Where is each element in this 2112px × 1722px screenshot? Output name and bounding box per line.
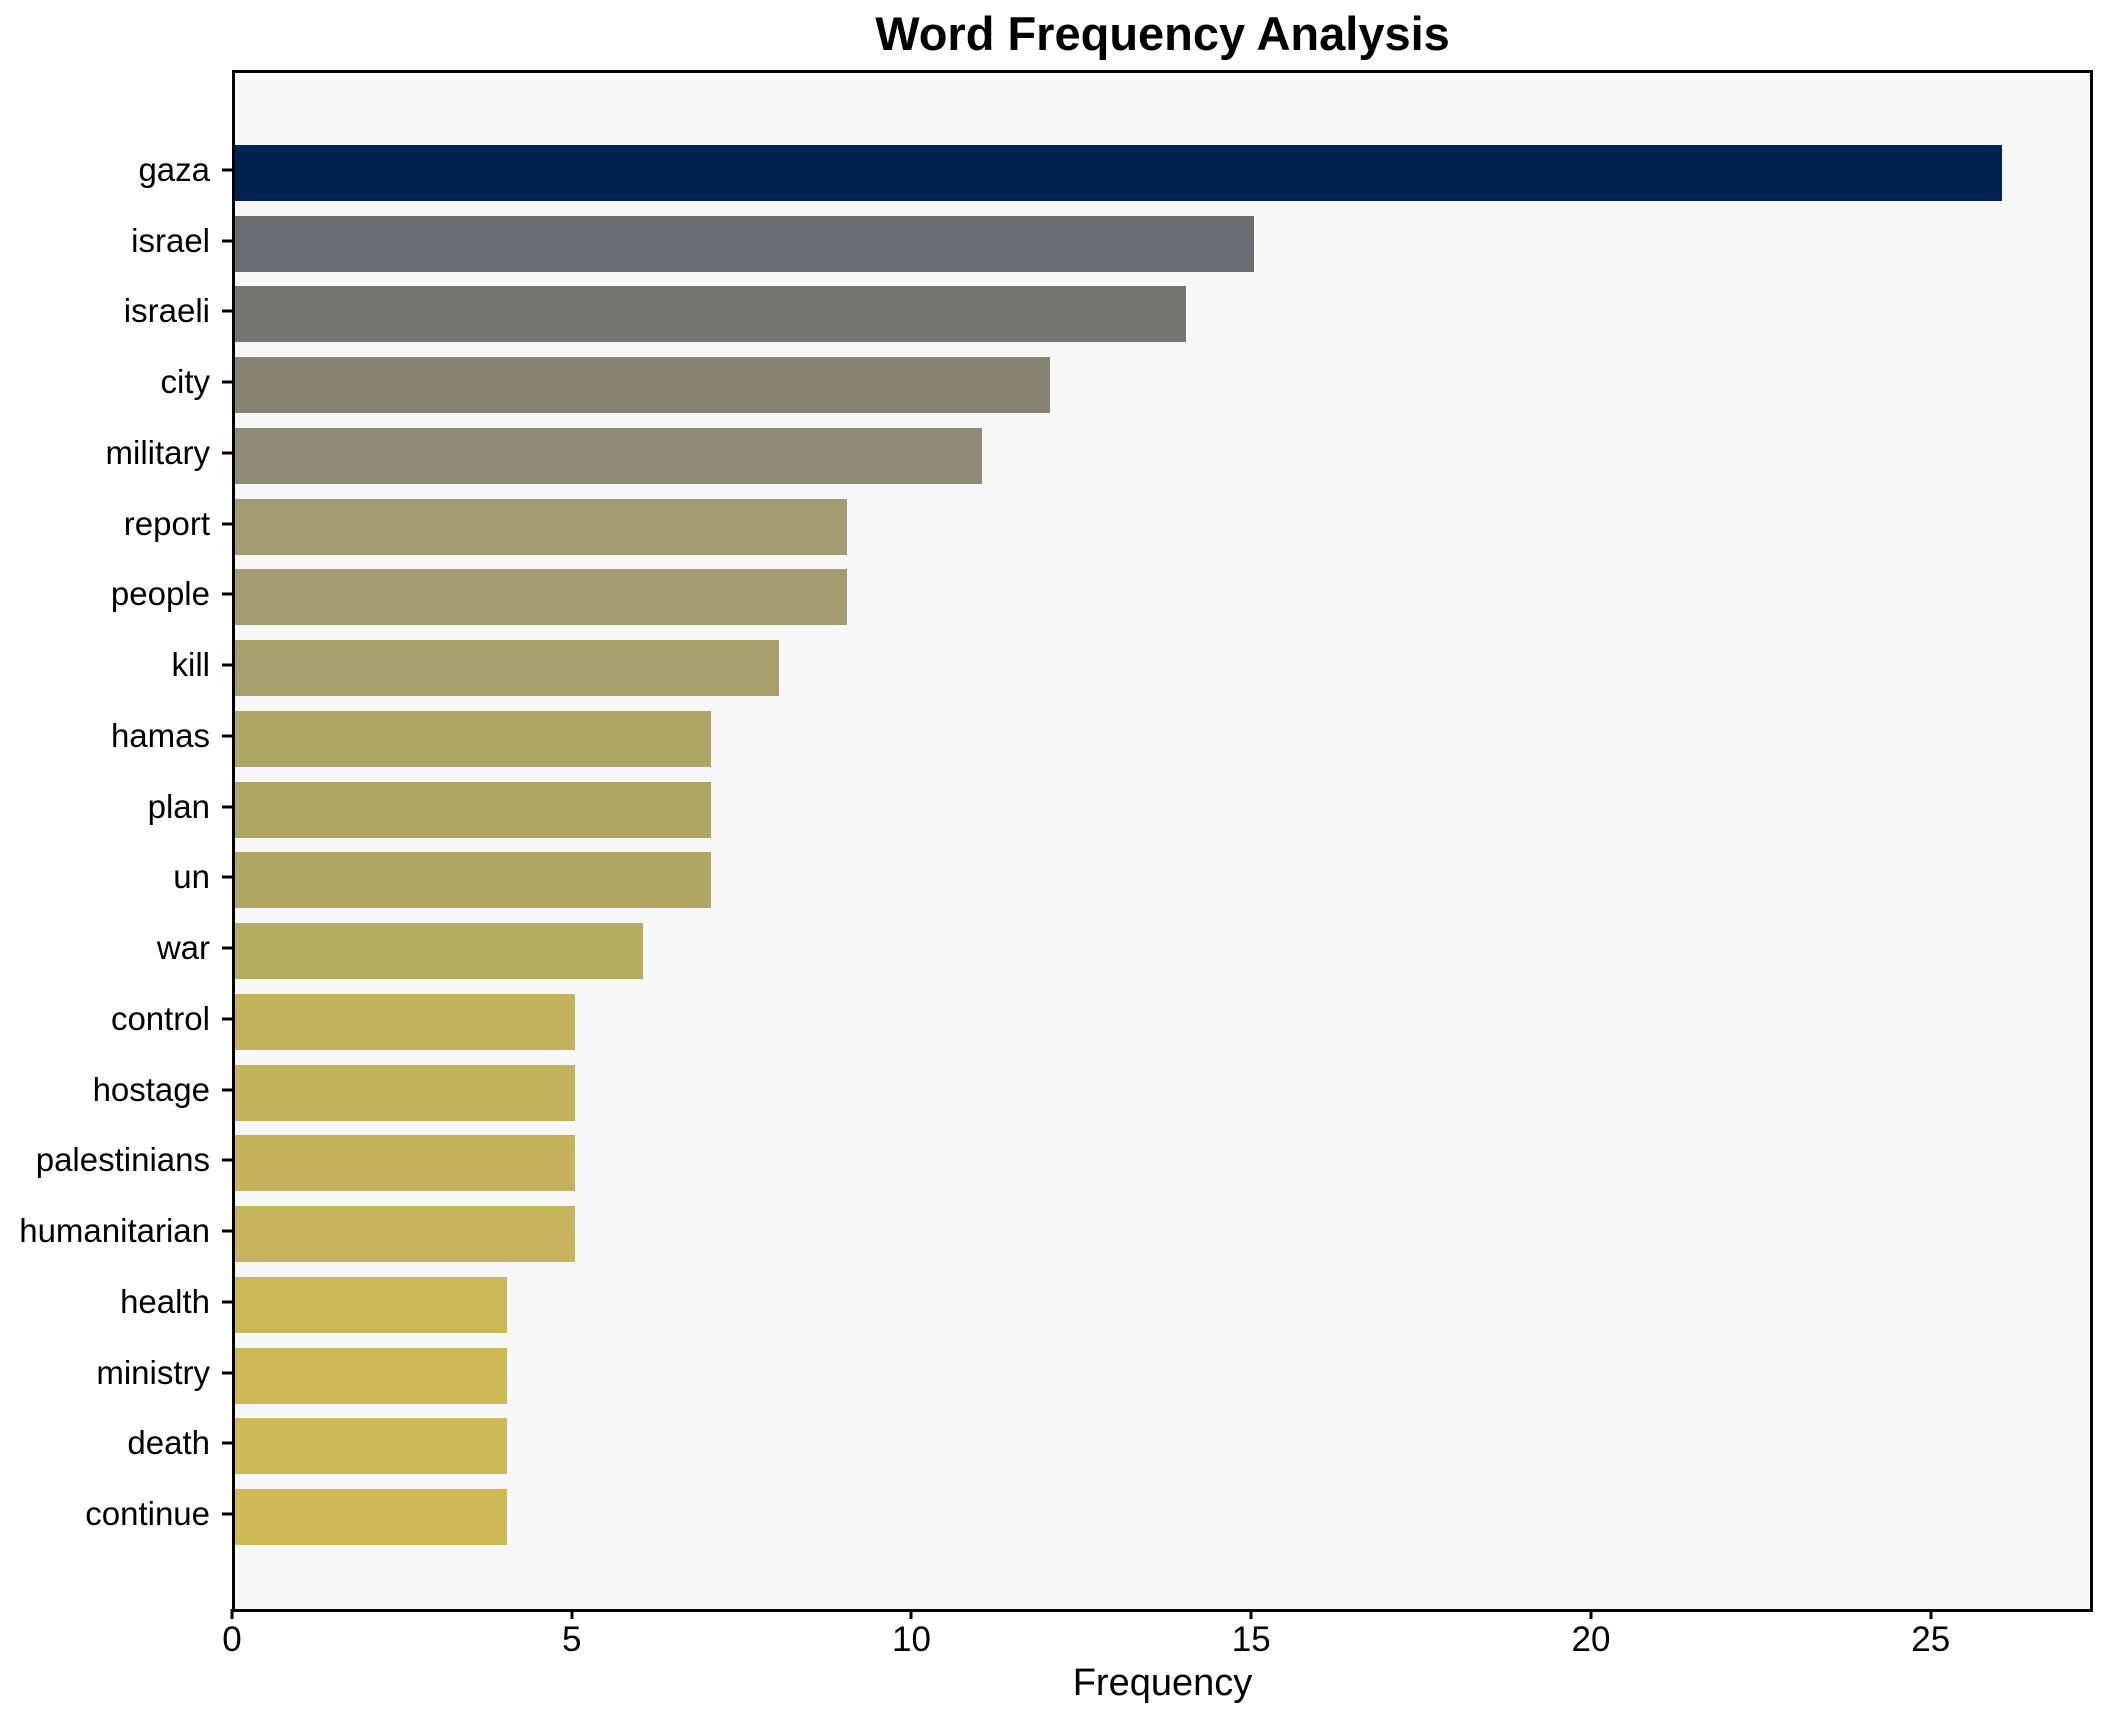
y-tick-mark — [222, 1512, 232, 1516]
bar-palestinians — [235, 1135, 575, 1192]
x-tick-mark — [1589, 1609, 1593, 1619]
y-tick-mark — [222, 875, 232, 879]
bar-death — [235, 1418, 507, 1475]
plot-area — [232, 70, 2093, 1612]
bar-health — [235, 1276, 507, 1333]
y-tick-mark — [222, 1300, 232, 1304]
y-tick-mark — [222, 451, 232, 455]
y-tick-mark — [222, 1229, 232, 1233]
y-axis-label: ministry — [96, 1353, 210, 1391]
y-tick-mark — [222, 734, 232, 738]
y-axis-label: war — [156, 929, 210, 967]
bar-people — [235, 569, 847, 626]
bar-ministry — [235, 1347, 507, 1404]
x-tick-label: 0 — [222, 1620, 242, 1659]
y-axis-label: humanitarian — [19, 1212, 210, 1250]
x-tick-mark — [570, 1609, 574, 1619]
x-axis-title: Frequency — [1072, 1662, 1253, 1704]
y-axis-label: report — [123, 504, 210, 542]
chart-title: Word Frequency Analysis — [875, 7, 1450, 60]
y-axis-label: health — [120, 1282, 210, 1320]
y-tick-mark — [222, 946, 232, 950]
bar-gaza — [235, 145, 2002, 201]
y-tick-mark — [222, 663, 232, 667]
y-tick-mark — [222, 522, 232, 526]
y-tick-mark — [222, 1158, 232, 1162]
bar-hamas — [235, 710, 711, 767]
y-tick-mark — [222, 239, 232, 243]
x-tick-label: 10 — [892, 1620, 931, 1659]
bar-war — [235, 923, 643, 980]
x-tick-label: 25 — [1911, 1620, 1951, 1659]
x-tick-mark — [1929, 1609, 1933, 1619]
bar-israel — [235, 215, 1255, 272]
bar-kill — [235, 640, 779, 697]
y-tick-mark — [222, 309, 232, 313]
bar-continue — [235, 1489, 507, 1546]
y-axis-label: city — [160, 363, 211, 401]
y-axis-label: death — [127, 1424, 210, 1462]
x-tick-label: 20 — [1571, 1620, 1611, 1659]
bar-un — [235, 852, 711, 909]
y-tick-mark — [222, 1017, 232, 1021]
y-tick-mark — [222, 168, 232, 172]
bar-military — [235, 427, 983, 484]
y-axis-label: israel — [131, 221, 210, 259]
x-tick-label: 15 — [1231, 1620, 1271, 1659]
x-tick-label: 5 — [562, 1620, 582, 1659]
bar-report — [235, 498, 847, 555]
y-axis-label: plan — [147, 787, 210, 825]
y-tick-mark — [222, 805, 232, 809]
y-axis-label: israeli — [123, 292, 210, 330]
x-tick-mark — [909, 1609, 913, 1619]
y-tick-mark — [222, 1441, 232, 1445]
x-tick-mark — [1249, 1609, 1253, 1619]
bar-israeli — [235, 286, 1187, 343]
bar-control — [235, 993, 575, 1050]
x-tick-mark — [230, 1609, 234, 1619]
y-tick-mark — [222, 1088, 232, 1092]
y-tick-mark — [222, 1371, 232, 1375]
bar-plan — [235, 781, 711, 838]
y-axis-label: hamas — [110, 716, 210, 754]
bar-humanitarian — [235, 1206, 575, 1263]
y-axis-label: gaza — [138, 151, 210, 188]
y-axis-label: continue — [85, 1495, 210, 1533]
y-tick-mark — [222, 592, 232, 596]
y-axis-label: palestinians — [35, 1141, 210, 1179]
y-axis-label: control — [110, 999, 210, 1037]
y-axis-label: military — [105, 433, 211, 471]
bar-hostage — [235, 1064, 575, 1121]
bar-city — [235, 357, 1051, 414]
y-tick-mark — [222, 380, 232, 384]
y-axis-label: hostage — [92, 1070, 210, 1108]
y-axis-label: people — [110, 575, 210, 613]
y-axis-label: un — [173, 858, 210, 896]
y-axis-label: kill — [171, 646, 211, 684]
